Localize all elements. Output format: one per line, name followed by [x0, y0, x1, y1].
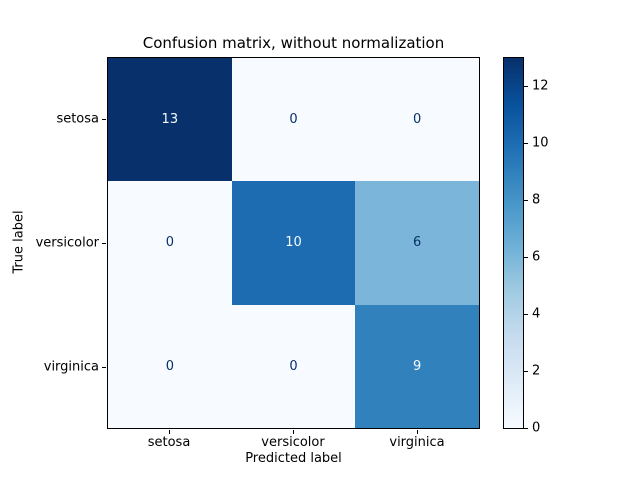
- heatmap-cell: 0: [108, 181, 232, 305]
- x-axis-label: Predicted label: [245, 451, 342, 466]
- heatmap-cell: 10: [231, 181, 356, 305]
- heatmap-cell: 6: [355, 181, 479, 305]
- heatmap-cell: 0: [231, 304, 356, 428]
- colorbar: [503, 57, 524, 429]
- y-tick-mark: [102, 119, 106, 120]
- colorbar-tick-label: 12: [532, 78, 549, 94]
- colorbar-tick-label: 6: [532, 249, 541, 265]
- heatmap-cell: 0: [355, 58, 479, 182]
- colorbar-tick-mark: [524, 86, 528, 88]
- x-tick-mark: [417, 430, 418, 434]
- heatmap-cell: 0: [108, 304, 232, 428]
- colorbar-tick-mark: [524, 428, 528, 429]
- colorbar-tick-mark: [524, 371, 528, 373]
- colorbar-tick-mark: [524, 200, 528, 202]
- colorbar-tick-mark: [524, 257, 528, 259]
- heatmap-cell: 0: [231, 58, 356, 182]
- chart-title: Confusion matrix, without normalization: [142, 34, 445, 52]
- x-tick-label: setosa: [147, 435, 191, 450]
- heatmap-cell: 13: [108, 58, 232, 182]
- x-tick-label: virginica: [389, 435, 445, 450]
- y-tick-label: virginica: [43, 359, 99, 375]
- x-tick-mark: [293, 430, 294, 434]
- y-tick-label: versicolor: [35, 235, 99, 251]
- heatmap-axes: 13 0 0 0 10 6 0 0 9: [107, 57, 480, 429]
- colorbar-tick-label: 0: [532, 420, 541, 436]
- colorbar-tick-mark: [524, 143, 528, 145]
- colorbar-tick-label: 8: [532, 192, 541, 208]
- y-tick-label: setosa: [56, 111, 99, 127]
- y-tick-mark: [102, 367, 106, 368]
- colorbar-tick-label: 10: [532, 135, 549, 151]
- heatmap-cell: 9: [355, 304, 479, 428]
- colorbar-tick-label: 2: [532, 363, 541, 379]
- x-tick-mark: [169, 430, 170, 434]
- colorbar-tick-label: 4: [532, 306, 541, 322]
- x-tick-label: versicolor: [261, 435, 325, 450]
- y-tick-mark: [102, 243, 106, 244]
- colorbar-tick-mark: [524, 314, 528, 316]
